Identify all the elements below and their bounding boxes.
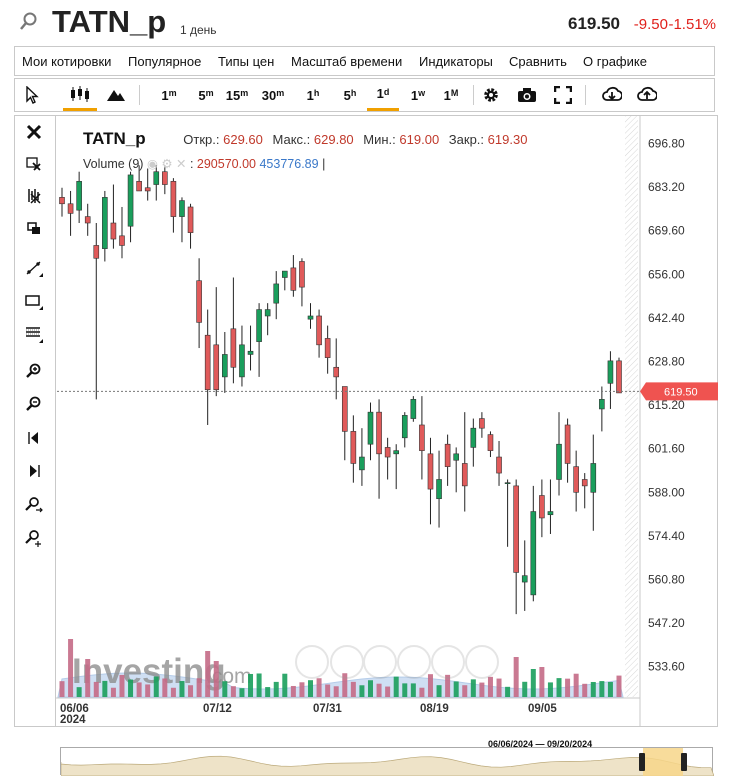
legend-close-value: 619.30	[487, 132, 528, 147]
price-change-abs: -9.50	[633, 16, 668, 33]
volume-label: Volume (9)	[83, 157, 144, 171]
download-button[interactable]	[599, 79, 625, 111]
chart-toolbar: 1 m 5 m 15 m 30 m 1 h 5 h 1 d 1 w 1 M	[14, 78, 715, 112]
menu-time-scale[interactable]: Масштаб времени	[291, 54, 403, 69]
legend-high-label: Макс.:	[272, 132, 311, 147]
rectangle-tool[interactable]	[23, 290, 45, 312]
delete-drawings-icon	[28, 189, 41, 204]
screenshot-button[interactable]	[515, 79, 539, 111]
volume-legend: Volume (9) ◉ ⚙ ✕ : 290570.00 453776.89 |	[83, 157, 326, 171]
fibonacci-tool[interactable]	[23, 323, 45, 345]
navigator-range-label: 06/06/2024 — 09/20/2024	[488, 739, 593, 749]
close-tool[interactable]	[23, 121, 45, 143]
navigator-handle-right[interactable]	[681, 753, 687, 771]
scroll-left-icon	[28, 432, 38, 444]
legend-high-value: 629.80	[313, 132, 354, 147]
legend-open-label: Откр.:	[183, 132, 220, 147]
close-icon	[26, 124, 42, 140]
cursor-icon	[26, 86, 39, 104]
rectangle-icon	[25, 295, 43, 310]
price-change-pct: -1.51%	[668, 16, 716, 33]
fullscreen-icon	[554, 86, 572, 104]
chart-menu-bar: Мои котировки Популярное Типы цен Масшта…	[14, 46, 715, 76]
candlestick-type-button[interactable]	[63, 79, 97, 111]
mountain-icon	[107, 90, 125, 101]
scroll-right-icon	[30, 465, 40, 477]
menu-price-types[interactable]: Типы цен	[218, 54, 275, 69]
zoom-reset-tool[interactable]	[23, 494, 45, 516]
timeframe-30m[interactable]: 30 m	[261, 87, 285, 103]
settings-button[interactable]	[479, 79, 503, 111]
legend-close-label: Закр.:	[448, 132, 485, 147]
camera-icon	[518, 88, 536, 102]
volume-ma-value: 453776.89	[259, 157, 319, 171]
search-icon[interactable]	[18, 12, 38, 32]
zoom-out-icon	[26, 396, 41, 411]
legend-ticker: TATN_p	[83, 129, 146, 148]
chart-frame	[55, 115, 718, 727]
ticker-title: TATN_p	[52, 4, 167, 39]
navigator-area	[61, 755, 714, 776]
fullscreen-button[interactable]	[551, 79, 575, 111]
volume-value: 290570.00	[196, 157, 256, 171]
legend-low-value: 619.00	[399, 132, 440, 147]
delete-drawings-tool[interactable]	[23, 185, 45, 207]
navigator-selection[interactable]	[643, 748, 683, 776]
legend-low-label: Мин.:	[363, 132, 396, 147]
gear-icon	[484, 88, 498, 102]
last-price: 619.50	[568, 14, 620, 33]
area-type-button[interactable]	[101, 79, 131, 111]
layers-tool[interactable]	[23, 217, 45, 239]
quote-header: TATN_p 1 день 619.50 -9.50 -1.51%	[0, 0, 733, 46]
menu-popular[interactable]: Популярное	[128, 54, 202, 69]
drawing-tools-sidebar	[14, 115, 55, 727]
upload-icon	[637, 86, 657, 101]
timeframe-15m[interactable]: 15 m	[225, 87, 249, 103]
fibonacci-icon	[26, 327, 43, 343]
interval-label: 1 день	[180, 23, 217, 37]
crosshair-tool[interactable]	[23, 153, 45, 175]
navigator-handle-left[interactable]	[639, 753, 645, 771]
scroll-right-tool[interactable]	[23, 460, 45, 482]
trendline-tool[interactable]	[23, 257, 45, 279]
zoom-in-tool[interactable]	[23, 360, 45, 382]
upload-button[interactable]	[634, 79, 660, 111]
download-icon	[602, 86, 622, 101]
zoom-reset-icon	[25, 497, 43, 513]
candlestick-icon	[71, 85, 89, 102]
time-navigator[interactable]	[60, 747, 714, 776]
menu-indicators[interactable]: Индикаторы	[419, 54, 493, 69]
trendline-icon	[26, 261, 43, 277]
crosshair-icon	[26, 157, 41, 171]
zoom-in-icon	[26, 363, 41, 378]
zoom-fit-tool[interactable]	[23, 527, 45, 549]
menu-compare[interactable]: Сравнить	[509, 54, 567, 69]
legend-open-value: 629.60	[223, 132, 263, 147]
cursor-tool[interactable]	[19, 79, 45, 111]
menu-my-quotes[interactable]: Мои котировки	[22, 54, 112, 69]
layers-icon	[27, 222, 40, 234]
scroll-left-tool[interactable]	[23, 427, 45, 449]
zoom-out-tool[interactable]	[23, 393, 45, 415]
eye-icon[interactable]: ◉ ⚙ ✕	[146, 157, 187, 171]
zoom-fit-icon	[25, 530, 41, 547]
menu-about-chart[interactable]: О графике	[583, 54, 647, 69]
ohlc-legend: TATN_p Откр.: 629.60 Макс.: 629.80 Мин.:…	[83, 129, 533, 149]
